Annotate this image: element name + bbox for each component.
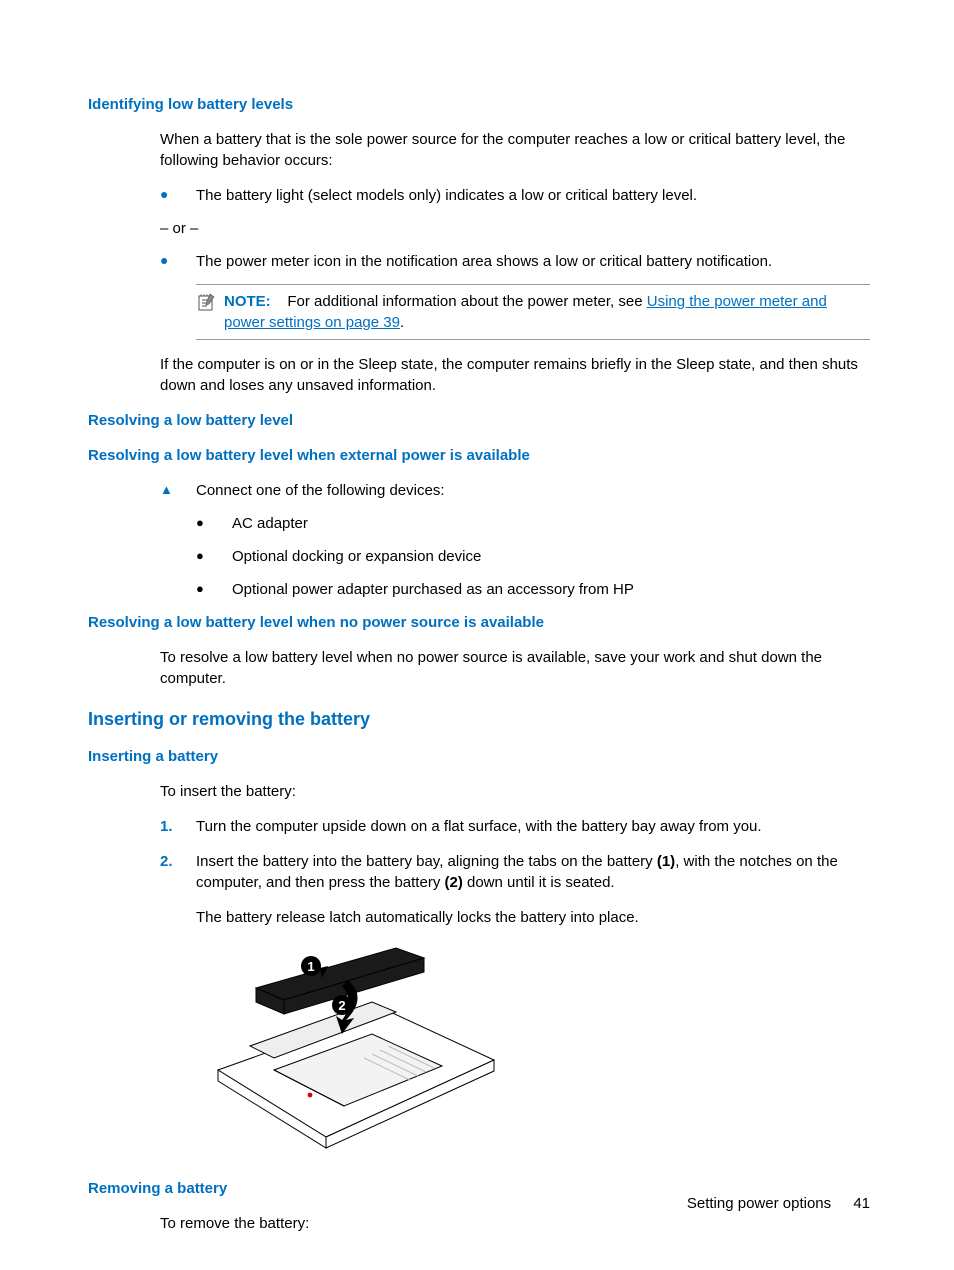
heading-resolving-ext: Resolving a low battery level when exter… — [88, 445, 870, 466]
step2-extra: The battery release latch automatically … — [196, 907, 870, 928]
bullet-dot-icon: ● — [160, 251, 196, 272]
triangle-icon: ▲ — [160, 480, 196, 501]
sub-bullet-dot-icon: ● — [196, 513, 232, 534]
heading-inserting: Inserting a battery — [88, 746, 870, 767]
note-text-pre: For additional information about the pow… — [287, 293, 646, 310]
step2-callout-1: (1) — [657, 853, 675, 870]
para-nopower: To resolve a low battery level when no p… — [160, 647, 870, 689]
page-footer: Setting power options 41 — [687, 1193, 870, 1214]
footer-section: Setting power options — [687, 1195, 831, 1212]
triangle-item: ▲ Connect one of the following devices: — [160, 480, 870, 501]
note-box: NOTE: For additional information about t… — [196, 284, 870, 340]
sub-bullet-text: Optional docking or expansion device — [232, 546, 870, 567]
para-insert-intro: To insert the battery: — [160, 781, 870, 802]
bullet-item: ● The power meter icon in the notificati… — [160, 251, 870, 272]
sub-bullet-dot-icon: ● — [196, 546, 232, 567]
triangle-text: Connect one of the following devices: — [196, 480, 870, 501]
para-intro-1: When a battery that is the sole power so… — [160, 129, 870, 171]
battery-insert-diagram: 1 2 — [196, 942, 870, 1158]
step2-seg: down until it is seated. — [463, 874, 615, 891]
step-text: Turn the computer upside down on a flat … — [196, 816, 870, 837]
or-separator: – or – — [160, 218, 870, 239]
bullet-dot-icon: ● — [160, 185, 196, 206]
heading-insert-remove: Inserting or removing the battery — [88, 707, 870, 732]
step-text: Insert the battery into the battery bay,… — [196, 851, 870, 928]
ordered-step: 2. Insert the battery into the battery b… — [160, 851, 870, 928]
svg-text:1: 1 — [307, 959, 314, 974]
sub-bullet-text: AC adapter — [232, 513, 870, 534]
heading-resolving: Resolving a low battery level — [88, 410, 870, 431]
note-label: NOTE: — [224, 293, 271, 310]
heading-identifying: Identifying low battery levels — [88, 94, 870, 115]
sub-bullet-text: Optional power adapter purchased as an a… — [232, 579, 870, 600]
bullet-text: The battery light (select models only) i… — [196, 185, 870, 206]
sub-bullet-item: ● Optional docking or expansion device — [196, 546, 870, 567]
note-icon — [196, 291, 224, 333]
sub-bullet-dot-icon: ● — [196, 579, 232, 600]
footer-page-number: 41 — [853, 1195, 870, 1212]
para-after: If the computer is on or in the Sleep st… — [160, 354, 870, 396]
heading-resolving-nopower: Resolving a low battery level when no po… — [88, 612, 870, 633]
bullet-item: ● The battery light (select models only)… — [160, 185, 870, 206]
note-content: NOTE: For additional information about t… — [224, 291, 870, 333]
sub-bullet-item: ● Optional power adapter purchased as an… — [196, 579, 870, 600]
step-number: 2. — [160, 851, 196, 928]
step-number: 1. — [160, 816, 196, 837]
sub-bullet-item: ● AC adapter — [196, 513, 870, 534]
para-remove-intro: To remove the battery: — [160, 1213, 870, 1234]
note-text-post: . — [400, 314, 404, 331]
svg-text:2: 2 — [338, 998, 345, 1013]
step2-callout-2: (2) — [444, 874, 462, 891]
bullet-text: The power meter icon in the notification… — [196, 251, 870, 272]
ordered-step: 1. Turn the computer upside down on a fl… — [160, 816, 870, 837]
step2-seg: Insert the battery into the battery bay,… — [196, 853, 657, 870]
